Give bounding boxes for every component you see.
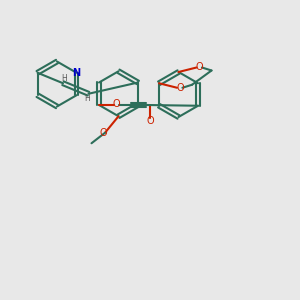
Text: O: O bbox=[146, 116, 154, 127]
Text: H: H bbox=[61, 74, 68, 83]
Text: O: O bbox=[100, 128, 107, 138]
Text: O: O bbox=[112, 99, 120, 110]
Text: O: O bbox=[176, 83, 184, 93]
Text: O: O bbox=[196, 62, 203, 72]
Text: N: N bbox=[72, 68, 80, 78]
Text: H: H bbox=[84, 94, 90, 103]
